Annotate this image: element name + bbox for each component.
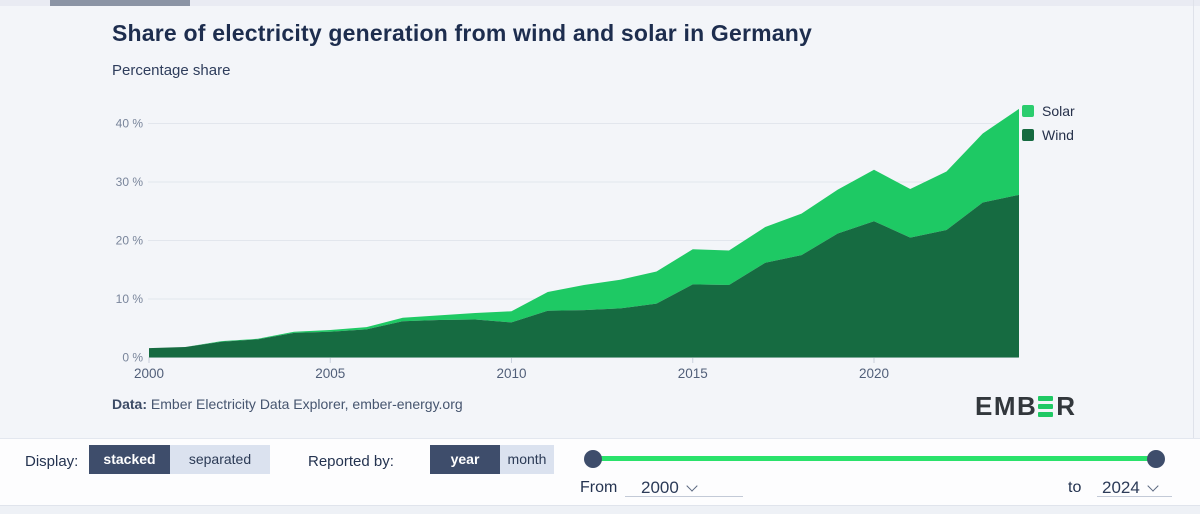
- from-dropdown-underline: [625, 496, 743, 497]
- svg-text:2000: 2000: [134, 366, 164, 381]
- legend-item-wind[interactable]: Wind: [1022, 127, 1075, 143]
- legend-item-solar[interactable]: Solar: [1022, 103, 1075, 119]
- ember-logo-text-left: EMB: [975, 391, 1038, 421]
- to-dropdown-underline: [1097, 496, 1172, 497]
- reported-option-month[interactable]: month: [500, 445, 554, 474]
- svg-text:2020: 2020: [859, 366, 889, 381]
- ember-logo: EMB R: [975, 391, 1077, 422]
- chevron-down-icon: [1147, 480, 1159, 492]
- page-right-divider: [1193, 0, 1194, 514]
- svg-text:2005: 2005: [315, 366, 345, 381]
- to-label: to: [1068, 479, 1082, 496]
- page-subtitle: Percentage share: [112, 62, 231, 79]
- from-label: From: [580, 479, 618, 496]
- control-bar: Display: stacked separated Reported by: …: [0, 438, 1200, 505]
- svg-text:2010: 2010: [496, 366, 526, 381]
- display-option-stacked[interactable]: stacked: [89, 445, 170, 474]
- display-option-separated[interactable]: separated: [170, 445, 270, 474]
- to-year-dropdown[interactable]: 2024: [1102, 478, 1159, 498]
- year-range-slider-handle-from[interactable]: [584, 450, 602, 468]
- stacked-area-chart: 0 % 10 % 20 % 30 % 40 % 2000 2005 2010 2015 2020: [116, 108, 1019, 381]
- display-label: Display:: [25, 453, 79, 470]
- attribution-prefix: Data:: [112, 396, 148, 412]
- reported-option-year[interactable]: year: [430, 445, 500, 474]
- wind-swatch-icon: [1022, 129, 1034, 141]
- ember-logo-text-right: R: [1056, 391, 1077, 421]
- to-year-value: 2024: [1102, 478, 1140, 497]
- ember-e-bars-icon: [1038, 396, 1054, 417]
- svg-text:10 %: 10 %: [116, 292, 144, 306]
- reported-by-toggle: year month: [430, 445, 554, 474]
- from-year-value: 2000: [641, 478, 679, 497]
- solar-swatch-icon: [1022, 105, 1034, 117]
- browser-top-strip: [0, 0, 1200, 6]
- legend-label: Wind: [1042, 127, 1074, 143]
- page-title: Share of electricity generation from win…: [112, 20, 813, 46]
- svg-text:0 %: 0 %: [122, 351, 143, 365]
- svg-text:40 %: 40 %: [116, 117, 144, 131]
- year-range-slider-handle-to[interactable]: [1147, 450, 1165, 468]
- svg-text:20 %: 20 %: [116, 234, 144, 248]
- svg-text:2015: 2015: [678, 366, 708, 381]
- chevron-down-icon: [686, 480, 698, 492]
- chart-legend: Solar Wind: [1022, 103, 1075, 143]
- display-toggle: stacked separated: [89, 445, 270, 474]
- reported-by-label: Reported by:: [308, 453, 394, 470]
- svg-text:30 %: 30 %: [116, 175, 144, 189]
- page-footer-strip: [0, 505, 1200, 514]
- from-year-dropdown[interactable]: 2000: [641, 478, 698, 498]
- legend-label: Solar: [1042, 103, 1075, 119]
- attribution-text: Ember Electricity Data Explorer, ember-e…: [147, 396, 463, 412]
- browser-scrollbar-thumb: [50, 0, 190, 6]
- year-range-slider-track[interactable]: [593, 456, 1157, 461]
- data-attribution: Data: Ember Electricity Data Explorer, e…: [112, 396, 463, 412]
